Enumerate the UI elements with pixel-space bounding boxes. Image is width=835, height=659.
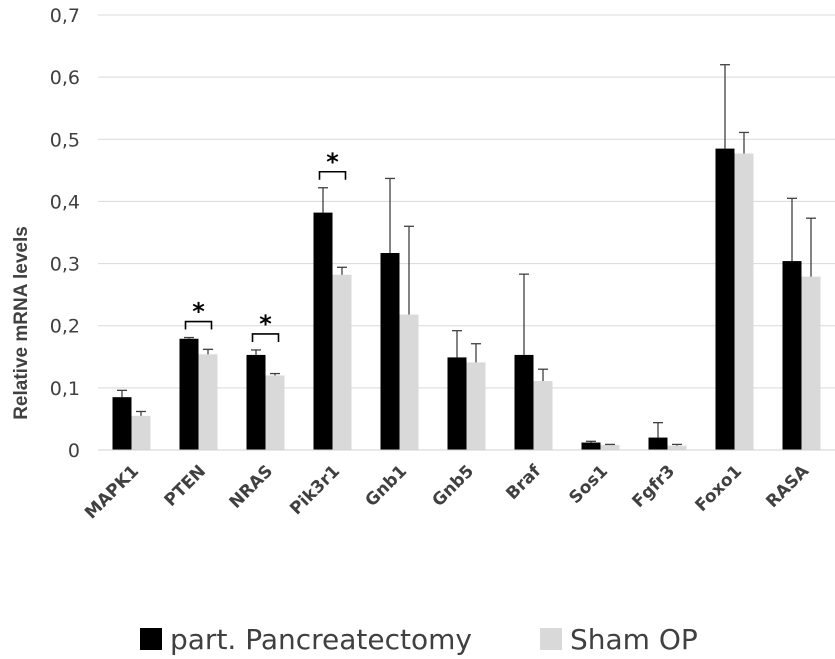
x-tick-label: Foxo1 — [692, 461, 747, 516]
x-tick-label: MAPK1 — [81, 461, 143, 523]
bar-pancreatectomy-rasa — [782, 261, 802, 450]
bar-pancreatectomy-foxo1 — [715, 148, 735, 450]
legend-label-pancreatectomy: part. Pancreatectomy — [170, 623, 472, 656]
significance-bracket — [318, 170, 347, 180]
y-tick-label: 0,4 — [50, 191, 80, 213]
significance-bracket — [251, 333, 280, 342]
y-tick-label: 0,2 — [50, 316, 80, 338]
bar-pancreatectomy-braf — [514, 354, 534, 450]
y-tick-label: 0,3 — [50, 254, 80, 276]
bar-pancreatectomy-pik3r1 — [313, 212, 333, 450]
x-tick-label: Gnb1 — [361, 461, 411, 511]
y-tick-label: 0,6 — [50, 67, 80, 89]
bar-pancreatectomy-fgfr3 — [648, 437, 668, 450]
significance-bracket — [184, 320, 213, 330]
y-tick-labels: 0 0,1 0,2 0,3 0,4 0,5 0,6 0,7 — [50, 5, 80, 462]
bar-sham-gnb1 — [399, 314, 419, 450]
bar-sham-mapk1 — [131, 415, 151, 450]
bar-sham-sos1 — [600, 445, 620, 450]
bar-sham-nras — [265, 375, 285, 450]
significance-markers: * * * — [184, 148, 347, 342]
bar-sham-gnb5 — [466, 362, 486, 450]
gridlines — [98, 14, 835, 389]
bar-sham-pik3r1 — [332, 274, 352, 450]
x-tick-label: PTEN — [161, 461, 210, 510]
bars — [112, 148, 821, 451]
y-axis-label: Relative mRNA levels — [11, 226, 32, 420]
bar-pancreatectomy-gnb1 — [380, 253, 400, 450]
bar-pancreatectomy-sos1 — [581, 442, 601, 450]
bar-sham-foxo1 — [734, 153, 754, 451]
legend-swatch-pancreatectomy — [140, 628, 162, 650]
bar-sham-rasa — [801, 276, 821, 450]
bar-pancreatectomy-gnb5 — [447, 357, 467, 450]
bar-sham-pten — [198, 354, 218, 450]
error-bars — [117, 64, 816, 446]
bar-sham-fgfr3 — [667, 445, 687, 450]
bar-pancreatectomy-mapk1 — [112, 397, 132, 450]
x-tick-labels: MAPK1 PTEN NRAS Pik3r1 Gnb1 Gnb5 Braf Sos1 Fgfr3… — [81, 461, 813, 523]
y-tick-label: 0,5 — [50, 129, 80, 151]
x-tick-label: Pik3r1 — [286, 461, 344, 519]
y-tick-label: 0,7 — [50, 5, 80, 27]
bar-pancreatectomy-nras — [246, 354, 266, 450]
significance-star: * — [326, 148, 339, 176]
x-tick-label: Fgfr3 — [629, 461, 679, 511]
x-tick-label: Gnb5 — [428, 461, 478, 511]
legend: part. Pancreatectomy Sham OP — [140, 623, 698, 656]
legend-label-sham: Sham OP — [570, 623, 698, 656]
y-tick-label: 0,1 — [50, 378, 80, 400]
x-tick-label: NRAS — [226, 461, 277, 512]
x-tick-label: Sos1 — [565, 461, 612, 508]
bar-sham-braf — [533, 381, 553, 450]
bar-pancreatectomy-pten — [179, 338, 199, 450]
x-tick-label: Braf — [502, 461, 545, 504]
x-tick-label: RASA — [762, 461, 813, 512]
significance-star: * — [192, 298, 205, 326]
y-tick-label: 0 — [68, 440, 80, 462]
significance-star: * — [259, 310, 272, 338]
legend-swatch-sham — [540, 628, 562, 650]
